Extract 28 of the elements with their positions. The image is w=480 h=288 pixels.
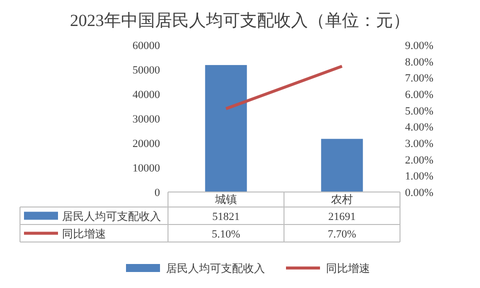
y-tick-label: 30000 [132,114,160,126]
y2-tick-label: 2.00% [405,154,434,166]
data-label: 5.10% [212,228,240,240]
y2-tick-label: 9.00% [405,40,434,52]
y2-tick-label: 3.00% [405,138,434,150]
data-label: 51821 [212,210,240,223]
y-tick-label: 60000 [132,40,160,52]
chart-title: 2023年中国居民人均可支配收入（单位：元） [70,11,410,30]
x-tick-label: 城镇 [214,193,237,206]
y2-tick-label: 8.00% [405,56,434,68]
text: 居民人均可支配收入 [166,263,265,275]
data-label: 7.70% [328,228,356,240]
y2-tick-label: 1.00% [405,170,434,183]
y-tick-label: 10000 [132,162,160,174]
legend-label: 居民人均可支配收入 [62,210,161,223]
y2-tick-label: 5.00% [405,105,434,118]
y-tick-label: 0 [154,187,160,199]
text: 同比增速 [62,228,106,240]
x-tick-label: 农村 [331,193,353,206]
y2-tick-label: 6.00% [405,89,434,101]
y-tick-label: 50000 [132,64,160,76]
y2-tick-label: 7.00% [405,72,434,85]
y-tick-label: 20000 [132,138,160,150]
data-label: 21691 [328,210,356,223]
y2-tick-label: 4.00% [405,122,434,134]
y-tick-label: 40000 [132,89,160,101]
legend-label: 同比增速 [326,262,370,275]
y2-tick-label: 0.00% [405,187,434,199]
